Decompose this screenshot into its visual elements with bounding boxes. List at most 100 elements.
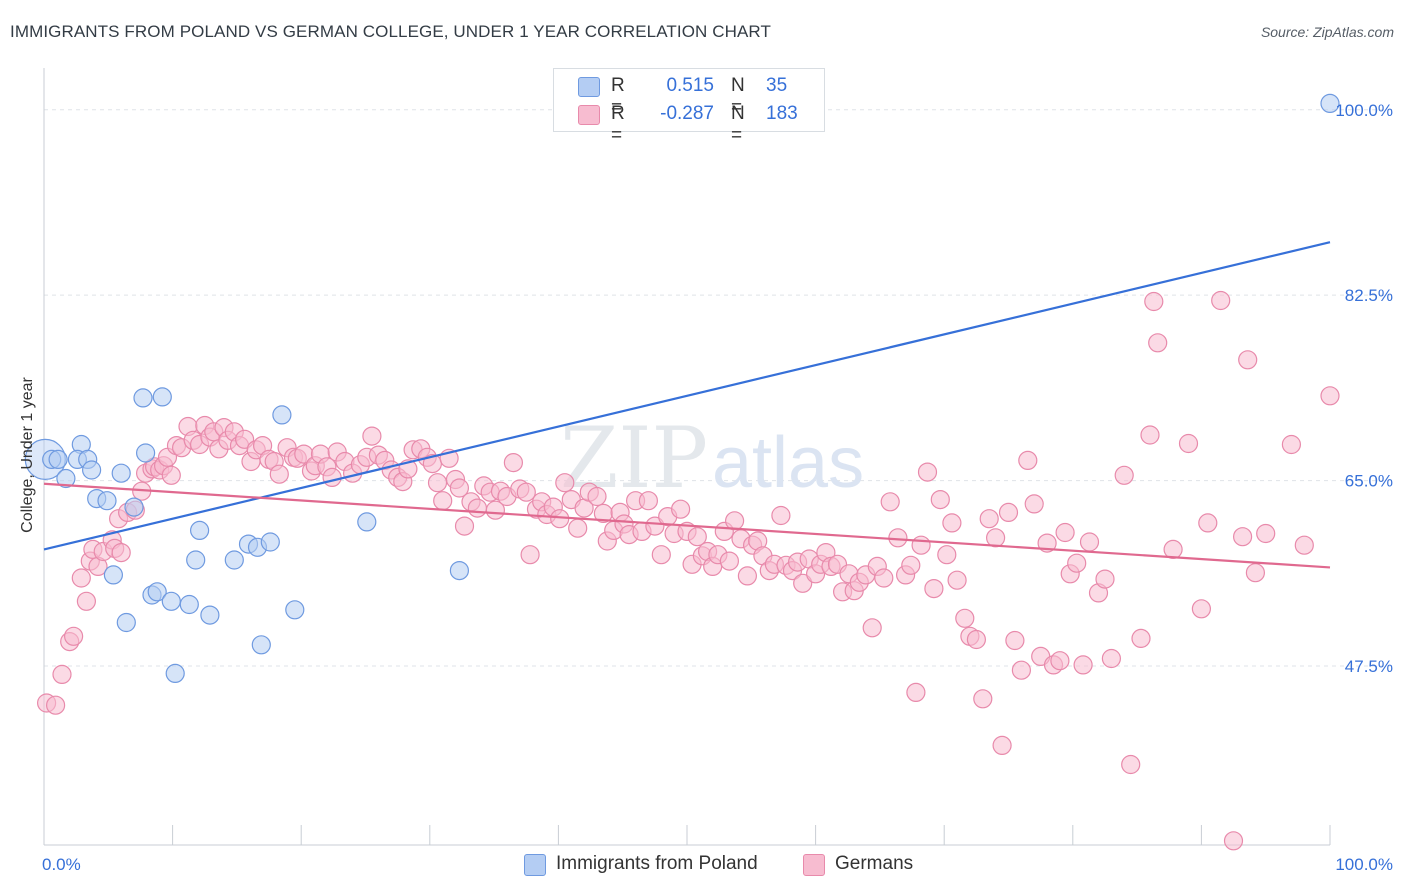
trend-lines — [43, 241, 1331, 569]
legend-r-value: -0.287 — [660, 103, 714, 124]
germans-point — [724, 511, 745, 531]
germans-point — [45, 695, 66, 715]
germans-point — [1191, 599, 1212, 619]
germans-point — [1198, 513, 1218, 533]
germans-point — [955, 608, 975, 628]
germans-point — [687, 527, 707, 547]
poland-point — [136, 443, 156, 463]
germans-point — [1281, 434, 1302, 455]
germans-point — [52, 664, 72, 685]
germans-point — [719, 551, 740, 571]
germans-point — [1178, 433, 1199, 454]
poland-point — [200, 605, 220, 625]
germans-point — [947, 570, 967, 590]
watermark-atlas: atlas — [712, 423, 864, 503]
germans-point — [862, 618, 882, 638]
germans-point — [1294, 535, 1314, 555]
poland-point — [111, 463, 131, 483]
germans-point — [973, 689, 993, 709]
germans-point — [979, 509, 999, 529]
germans-point — [793, 573, 813, 593]
germans-point — [454, 516, 475, 536]
y-tick-label: 100.0% — [1335, 101, 1393, 120]
germans-point — [737, 566, 758, 586]
poland-point — [133, 388, 153, 408]
poland-point — [103, 565, 124, 585]
germans-point — [1131, 628, 1151, 649]
poland-points — [24, 93, 1340, 684]
germans-point — [1144, 291, 1164, 312]
germans-point — [76, 591, 97, 611]
germans-point — [998, 502, 1019, 523]
poland-point — [116, 612, 136, 633]
germans-point — [985, 528, 1006, 548]
poland-point — [97, 491, 117, 511]
germans-point — [433, 491, 453, 511]
correlation-legend: R = 0.515 N = 35 R = -0.287 N = 183 — [553, 68, 825, 146]
germans-point — [1245, 563, 1266, 583]
germans-point — [1114, 465, 1134, 485]
bottom-legend-label-poland: Immigrants from Poland — [556, 853, 758, 874]
germans-point — [651, 545, 671, 565]
germans-point — [568, 518, 588, 538]
poland-point — [165, 663, 185, 684]
germans-point — [1037, 533, 1057, 553]
germans-point — [555, 473, 575, 493]
germans-point — [1011, 660, 1032, 680]
germans-point — [1238, 350, 1258, 370]
chart-title: IMMIGRANTS FROM POLAND VS GERMAN COLLEGE… — [10, 22, 771, 41]
germans-point — [942, 513, 962, 533]
germans-point — [645, 516, 665, 536]
germans-point — [1256, 523, 1276, 544]
germans-point — [937, 545, 957, 565]
germans-point — [1223, 831, 1244, 851]
germans-point — [1101, 648, 1122, 669]
germans-point — [1140, 425, 1160, 445]
germans-trend-line — [43, 482, 1331, 569]
germans-point — [449, 478, 469, 498]
legend-r-label: R = — [611, 103, 625, 146]
germans-point — [1095, 569, 1115, 589]
germans-point — [880, 492, 900, 512]
germans-point — [1055, 522, 1075, 543]
y-tick-label: 82.5% — [1345, 286, 1393, 305]
germans-point — [966, 629, 987, 650]
poland-point — [124, 497, 144, 517]
poland-point — [260, 532, 280, 552]
germans-point — [362, 426, 382, 446]
germans-point — [906, 682, 926, 703]
legend-r-label: R = — [611, 75, 625, 118]
bottom-legend-swatch-poland — [524, 854, 546, 876]
poland-point — [48, 449, 68, 469]
germans-point — [1024, 494, 1044, 514]
germans-point — [71, 568, 91, 588]
germans-point — [1079, 532, 1100, 552]
germans-point — [1073, 655, 1093, 675]
germans-point — [930, 490, 950, 510]
germans-point — [503, 453, 524, 473]
germans-point — [322, 467, 342, 487]
poland-point — [190, 520, 210, 541]
x-tick-label: 100.0% — [1335, 855, 1393, 874]
legend-swatch-germans — [578, 105, 600, 125]
source-label: Source: ZipAtlas.com — [1260, 24, 1394, 40]
poland-point — [251, 635, 271, 655]
germans-point — [1163, 539, 1183, 560]
germans-point — [63, 626, 84, 646]
germans-point — [638, 491, 659, 511]
poland-point — [186, 550, 206, 570]
poland-point — [272, 405, 292, 425]
poland-point — [152, 387, 172, 407]
germans-point — [516, 482, 536, 502]
poland-point — [179, 594, 199, 615]
germans-point — [1148, 333, 1168, 353]
legend-r-value: 0.515 — [666, 75, 714, 96]
bottom-legend-swatch-germans — [803, 854, 825, 876]
germans-point — [1320, 386, 1340, 406]
germans-point — [1121, 754, 1141, 775]
germans-point — [888, 528, 908, 548]
legend-n-value: 35 — [766, 75, 788, 96]
poland-point — [449, 560, 469, 581]
poland-point — [285, 600, 305, 620]
germans-point — [1005, 630, 1025, 651]
